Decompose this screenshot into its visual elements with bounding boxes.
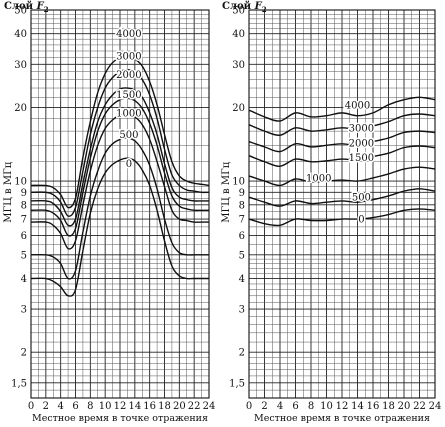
y-tick-label: 40 <box>232 29 245 40</box>
x-tick-label: 10 <box>320 401 333 412</box>
series-label-1500: 1500 <box>349 153 374 164</box>
x-tick-label: 14 <box>351 401 364 412</box>
y-tick-label: 5 <box>239 250 245 261</box>
x-tick-label: 24 <box>429 401 442 412</box>
series-line-1000 <box>248 166 436 187</box>
series-label-500: 500 <box>119 130 138 141</box>
x-tick-label: 14 <box>128 401 141 412</box>
x-tick-label: 16 <box>143 401 156 412</box>
y-tick-label: 8 <box>21 200 27 211</box>
y-tick-label: 50 <box>14 6 27 17</box>
x-tick-label: 2 <box>43 401 49 412</box>
series-label-0: 0 <box>126 159 132 170</box>
y-tick-label: 3 <box>21 305 27 316</box>
series-line-1000 <box>30 113 209 250</box>
series-line-2000 <box>30 87 209 227</box>
y-tick-label: 50 <box>232 6 245 17</box>
series-label-3000: 3000 <box>116 51 141 62</box>
series-label-4000: 4000 <box>116 29 141 40</box>
series-line-3000 <box>30 69 210 217</box>
x-tick-label: 20 <box>398 401 411 412</box>
series-label-3000: 3000 <box>349 123 374 134</box>
series-line-2000 <box>248 130 436 153</box>
series-line-1500 <box>30 97 209 237</box>
x-tick-label: 6 <box>292 401 298 412</box>
y-tick-label: 9 <box>239 188 245 199</box>
y-tick-label: 20 <box>232 103 245 114</box>
y-tick-label: 5 <box>21 250 27 261</box>
y-tick-label: 6 <box>239 231 245 242</box>
x-tick-label: 22 <box>413 401 426 412</box>
series-label-4000: 4000 <box>345 100 370 111</box>
x-tick-label: 8 <box>308 401 314 412</box>
x-tick-label: 6 <box>72 401 78 412</box>
y-tick-label: 30 <box>232 60 245 71</box>
series-label-1000: 1000 <box>116 108 141 119</box>
y-tick-label: 9 <box>21 188 27 199</box>
series-label-1000: 1000 <box>306 173 331 184</box>
series-label-1500: 1500 <box>116 90 141 101</box>
y-tick-label: 4 <box>239 274 245 285</box>
series-label-2000: 2000 <box>349 139 374 150</box>
series-line-500 <box>30 137 209 280</box>
series-line-1500 <box>248 145 436 167</box>
x-tick-label: 10 <box>99 401 112 412</box>
x-tick-label: 0 <box>28 401 34 412</box>
y-axis-title: МГЦ в МГц <box>3 161 14 222</box>
y-tick-label: 4 <box>21 274 27 285</box>
series-line-0 <box>30 157 209 297</box>
x-tick-label: 24 <box>203 401 216 412</box>
y-axis-title: МГЦ в МГц <box>221 161 232 222</box>
y-tick-label: 3 <box>239 305 245 316</box>
series-label-0: 0 <box>358 215 364 226</box>
y-tick-label: 20 <box>14 103 27 114</box>
series-line-0 <box>248 208 436 227</box>
x-tick-label: 4 <box>277 401 283 412</box>
x-tick-label: 22 <box>188 401 201 412</box>
y-tick-label: 30 <box>14 60 27 71</box>
series-line-500 <box>248 188 436 207</box>
y-tick-label: 40 <box>14 29 27 40</box>
y-tick-label: 10 <box>232 177 245 188</box>
plot-frame <box>248 9 436 399</box>
y-tick-label: 7 <box>239 215 245 226</box>
y-tick-label: 8 <box>239 200 245 211</box>
x-axis-title: Местное время в точке отражения <box>254 413 430 424</box>
x-tick-label: 18 <box>158 401 171 412</box>
series-line-4000 <box>248 96 436 122</box>
x-tick-label: 2 <box>261 401 267 412</box>
x-tick-label: 12 <box>114 401 127 412</box>
series-label-500: 500 <box>352 193 371 204</box>
panel-title: Слой F2 <box>222 1 267 14</box>
y-tick-label: 10 <box>14 177 27 188</box>
y-tick-label: 6 <box>21 231 27 242</box>
x-axis-title: Местное время в точке отражения <box>32 413 208 424</box>
y-tick-label: 7 <box>21 215 27 226</box>
series-line-3000 <box>248 113 436 136</box>
panel-title: Слой F2 <box>4 1 49 14</box>
y-tick-label: 1,5 <box>229 378 245 389</box>
y-tick-label: 2 <box>239 348 245 359</box>
x-tick-label: 18 <box>382 401 395 412</box>
x-tick-label: 8 <box>87 401 93 412</box>
x-tick-label: 12 <box>336 401 349 412</box>
plot-frame <box>30 9 210 399</box>
y-tick-label: 2 <box>21 348 27 359</box>
x-tick-label: 20 <box>173 401 186 412</box>
series-label-2000: 2000 <box>116 70 141 81</box>
x-tick-label: 4 <box>57 401 63 412</box>
x-tick-label: 16 <box>367 401 380 412</box>
x-tick-label: 0 <box>246 401 252 412</box>
series-line-4000 <box>30 56 210 209</box>
y-tick-label: 1,5 <box>11 378 27 389</box>
